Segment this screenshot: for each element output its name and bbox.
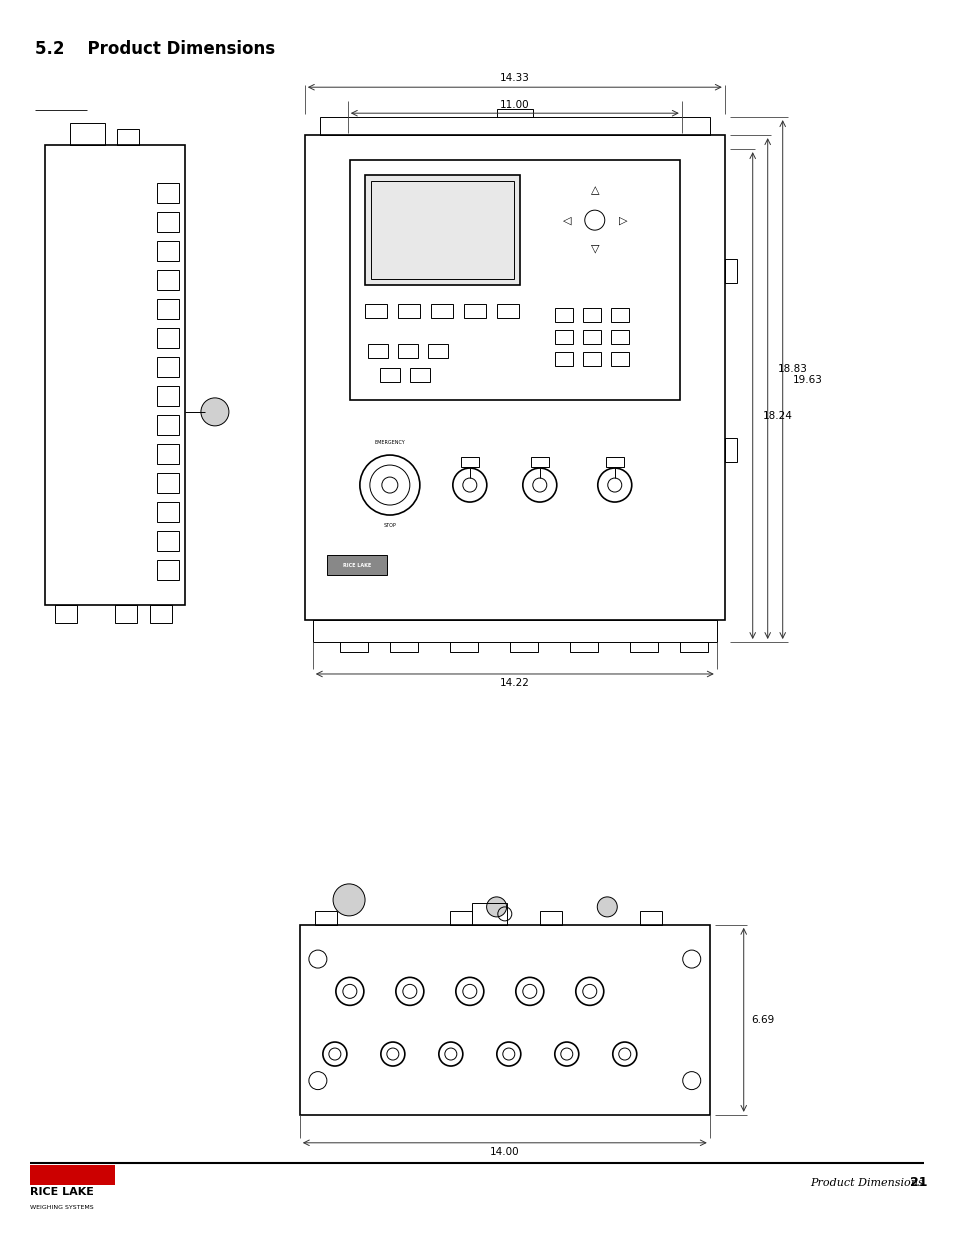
Text: 6.69: 6.69: [751, 1015, 774, 1025]
Bar: [157, 445, 179, 464]
Bar: [582, 330, 600, 345]
Text: ▷: ▷: [618, 215, 626, 225]
Bar: [724, 438, 736, 462]
Bar: [582, 352, 600, 366]
Bar: [610, 330, 628, 345]
Text: △: △: [590, 185, 598, 195]
Text: 11.00: 11.00: [499, 100, 529, 110]
Bar: [157, 212, 179, 232]
Text: RICE LAKE: RICE LAKE: [342, 562, 371, 568]
Bar: [427, 345, 447, 358]
Bar: [629, 642, 657, 652]
Bar: [639, 911, 661, 925]
Bar: [724, 259, 736, 283]
Bar: [30, 1165, 114, 1184]
Bar: [371, 182, 514, 279]
Bar: [679, 642, 707, 652]
Text: 21: 21: [909, 1176, 926, 1189]
Bar: [150, 605, 172, 622]
Bar: [157, 357, 179, 377]
Text: 18.24: 18.24: [761, 410, 792, 421]
Bar: [530, 457, 548, 467]
Bar: [397, 345, 417, 358]
Bar: [497, 109, 532, 117]
Bar: [313, 620, 716, 642]
Bar: [45, 146, 185, 605]
Circle shape: [333, 884, 365, 916]
Text: 14.00: 14.00: [490, 1147, 519, 1157]
Bar: [350, 161, 679, 400]
Bar: [605, 457, 623, 467]
Text: ◁: ◁: [562, 215, 571, 225]
Bar: [157, 270, 179, 290]
Bar: [368, 345, 388, 358]
Bar: [314, 911, 336, 925]
Bar: [410, 368, 430, 382]
Bar: [555, 308, 572, 322]
Bar: [509, 642, 537, 652]
Bar: [569, 642, 598, 652]
Text: 18.83: 18.83: [777, 363, 807, 374]
Circle shape: [486, 897, 506, 916]
Bar: [305, 135, 724, 620]
Bar: [157, 531, 179, 551]
Bar: [157, 241, 179, 261]
Bar: [339, 642, 368, 652]
Bar: [157, 387, 179, 406]
Text: 5.2    Product Dimensions: 5.2 Product Dimensions: [35, 41, 274, 58]
Bar: [397, 304, 419, 319]
Text: ▽: ▽: [590, 243, 598, 253]
Bar: [555, 352, 572, 366]
Bar: [390, 642, 417, 652]
Bar: [55, 605, 77, 622]
Bar: [610, 352, 628, 366]
Bar: [450, 642, 477, 652]
Bar: [157, 299, 179, 319]
Bar: [555, 330, 572, 345]
Bar: [157, 415, 179, 435]
Circle shape: [201, 398, 229, 426]
Bar: [157, 503, 179, 522]
Text: STOP: STOP: [383, 524, 395, 529]
Text: 14.22: 14.22: [499, 678, 529, 688]
Bar: [460, 457, 478, 467]
Bar: [157, 473, 179, 493]
Bar: [463, 304, 485, 319]
Bar: [157, 559, 179, 580]
Bar: [364, 304, 387, 319]
Bar: [610, 308, 628, 322]
Circle shape: [597, 897, 617, 916]
Bar: [327, 555, 387, 576]
Bar: [70, 124, 105, 146]
Text: 19.63: 19.63: [792, 374, 821, 384]
Bar: [319, 117, 709, 135]
Bar: [299, 925, 709, 1115]
Bar: [114, 605, 137, 622]
Bar: [450, 911, 472, 925]
Bar: [157, 183, 179, 203]
Text: WEIGHING SYSTEMS: WEIGHING SYSTEMS: [30, 1205, 93, 1210]
Bar: [497, 304, 518, 319]
Text: EMERGENCY: EMERGENCY: [375, 440, 405, 445]
Bar: [364, 175, 519, 285]
Bar: [582, 308, 600, 322]
Text: Product Dimensions: Product Dimensions: [809, 1178, 923, 1188]
Bar: [431, 304, 453, 319]
Text: 14.33: 14.33: [499, 73, 529, 83]
Bar: [539, 911, 561, 925]
Bar: [157, 329, 179, 348]
Bar: [472, 903, 506, 925]
Text: RICE LAKE: RICE LAKE: [30, 1187, 93, 1197]
Bar: [117, 130, 139, 146]
Bar: [379, 368, 399, 382]
